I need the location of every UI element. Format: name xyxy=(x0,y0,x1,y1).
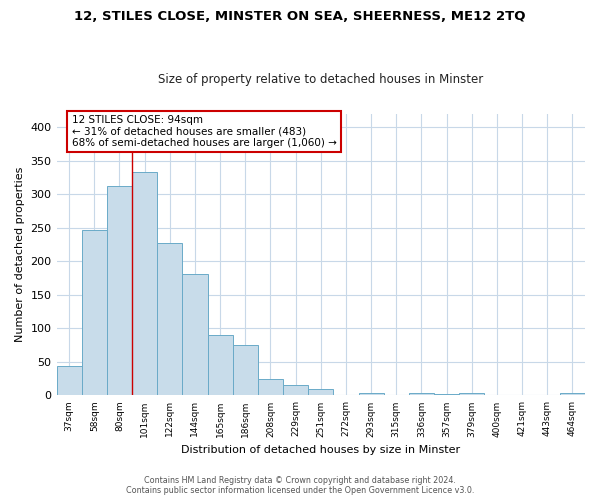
Bar xyxy=(283,384,308,396)
Y-axis label: Number of detached properties: Number of detached properties xyxy=(15,167,25,342)
Bar xyxy=(82,230,107,396)
Text: Contains HM Land Registry data © Crown copyright and database right 2024.
Contai: Contains HM Land Registry data © Crown c… xyxy=(126,476,474,495)
Bar xyxy=(208,335,233,396)
Bar xyxy=(359,392,383,396)
Bar xyxy=(157,243,182,396)
Text: 12 STILES CLOSE: 94sqm
← 31% of detached houses are smaller (483)
68% of semi-de: 12 STILES CLOSE: 94sqm ← 31% of detached… xyxy=(71,115,337,148)
Bar xyxy=(459,394,484,396)
Bar xyxy=(56,366,82,396)
Bar xyxy=(132,172,157,396)
Bar xyxy=(233,345,258,396)
Text: 12, STILES CLOSE, MINSTER ON SEA, SHEERNESS, ME12 2TQ: 12, STILES CLOSE, MINSTER ON SEA, SHEERN… xyxy=(74,10,526,23)
Bar xyxy=(182,274,208,396)
Bar xyxy=(107,186,132,396)
Bar xyxy=(560,394,585,396)
Bar xyxy=(258,378,283,396)
Bar xyxy=(308,388,334,396)
Bar xyxy=(434,394,459,396)
Title: Size of property relative to detached houses in Minster: Size of property relative to detached ho… xyxy=(158,73,484,86)
X-axis label: Distribution of detached houses by size in Minster: Distribution of detached houses by size … xyxy=(181,445,460,455)
Bar xyxy=(409,392,434,396)
